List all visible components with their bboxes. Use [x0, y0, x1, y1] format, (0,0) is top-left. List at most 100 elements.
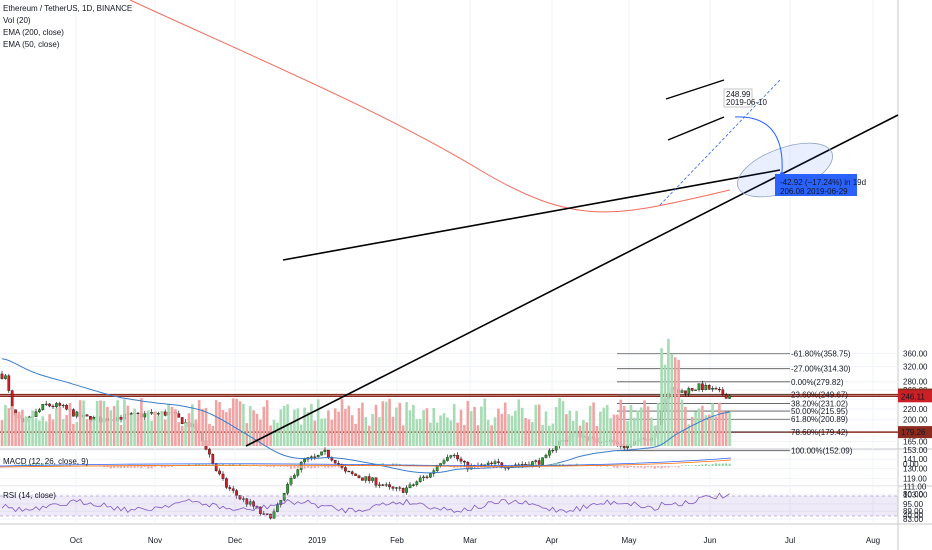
macd-histogram-bar [150, 466, 153, 469]
volume-bar [616, 414, 619, 446]
macd-histogram-bar [290, 466, 292, 469]
legend-ema200[interactable]: EMA (200, close) [3, 28, 64, 37]
candle-body [231, 488, 235, 491]
candle-body [262, 513, 266, 515]
volume-bar [320, 418, 323, 446]
candle-body [310, 456, 313, 458]
volume-bar [133, 408, 136, 446]
macd-histogram-bar [480, 466, 483, 469]
candle-body [687, 388, 691, 394]
macd-histogram-bar [269, 466, 272, 467]
volume-bar [429, 422, 432, 446]
volume-bar [585, 422, 589, 446]
volume-bar [718, 402, 721, 446]
macd-histogram-bar [497, 466, 500, 468]
candle-body [718, 389, 721, 391]
candle-body [384, 484, 388, 486]
volume-bar [78, 400, 82, 446]
candle-body [422, 476, 425, 479]
candle-body [344, 467, 347, 472]
volume-bar [357, 408, 361, 446]
legend-vol[interactable]: Vol (20) [3, 16, 31, 25]
macd-histogram-bar [327, 466, 330, 468]
volume-bar [361, 402, 364, 446]
price-tick-label: 95.00 [903, 500, 924, 509]
volume-bar [405, 402, 408, 446]
volume-bar [340, 398, 344, 446]
candle-body [136, 412, 140, 414]
projection-label-sub: 206.08 2019-06-29 [780, 187, 848, 196]
macd-histogram-bar [14, 464, 17, 466]
macd-histogram-bar [650, 466, 653, 468]
macd-histogram-bar [69, 464, 71, 466]
price-tick-label: 153.00 [903, 446, 928, 455]
macd-histogram-bar [694, 465, 697, 466]
volume-bar [497, 408, 500, 446]
volume-bar [102, 400, 106, 446]
volume-bar [384, 401, 388, 446]
volume-bar [582, 420, 585, 446]
volume-bar [660, 348, 663, 446]
volume-bar [537, 404, 541, 446]
macd-histogram-bar [470, 466, 473, 468]
time-tick-label: Apr [546, 536, 559, 545]
volume-bar [17, 411, 21, 446]
macd-histogram-bar [120, 466, 122, 468]
candle-body [0, 373, 4, 379]
candle-body [228, 487, 232, 489]
volume-bar [262, 406, 266, 446]
volume-bar [650, 417, 653, 446]
candle-body [707, 385, 711, 390]
macd-histogram-bar [103, 466, 105, 468]
volume-bar [354, 423, 357, 446]
volume-bar [180, 425, 184, 446]
volume-bar [554, 407, 558, 446]
volume-bar [466, 400, 470, 446]
volume-bar [316, 399, 320, 446]
candle-body [357, 475, 361, 478]
macd-histogram-bar [534, 464, 537, 466]
macd-histogram-bar [677, 466, 680, 468]
macd-histogram-bar [630, 466, 632, 467]
volume-bar [327, 410, 330, 446]
volume-bar [612, 414, 616, 446]
macd-histogram-bar [116, 466, 119, 468]
candle-body [119, 417, 123, 420]
volume-bar [568, 410, 572, 446]
candle-body [323, 449, 327, 452]
volume-bar [289, 423, 293, 446]
time-tick-label: Jul [785, 536, 795, 545]
legend-symbol[interactable]: Ethereum / TetherUS, 1D, BINANCE [3, 4, 133, 13]
price-badge [898, 390, 932, 403]
volume-bar [378, 417, 381, 446]
candle-body [721, 389, 725, 395]
candle-body [398, 487, 402, 489]
macd-histogram-bar [303, 466, 306, 469]
macd-histogram-bar [35, 463, 37, 466]
candle-body [65, 404, 68, 410]
candle-body [7, 375, 11, 391]
candle-body [265, 513, 269, 515]
volume-bar [459, 409, 463, 446]
price-tick-label: 280.00 [903, 378, 928, 387]
volume-bar [228, 408, 232, 446]
macd-label[interactable]: MACD (12, 26, close, 9) [3, 457, 89, 466]
macd-histogram-bar [113, 466, 116, 468]
rsi-label[interactable]: RSI (14, close) [3, 491, 56, 500]
volume-bar [106, 406, 109, 446]
candle-body [697, 383, 701, 390]
macd-histogram-bar [266, 466, 269, 467]
volume-bar [432, 407, 436, 446]
candle-body [684, 390, 687, 394]
volume-bar [48, 414, 51, 446]
price-tick-label: 130.00 [903, 464, 928, 473]
volume-bar [721, 410, 725, 446]
volume-bar [238, 401, 242, 446]
legend-ema50[interactable]: EMA (50, close) [3, 40, 60, 49]
time-tick-label: May [621, 536, 636, 545]
macd-histogram-bar [320, 466, 323, 467]
ema50-line [1, 358, 730, 474]
volume-bar [55, 408, 58, 446]
macd-histogram-bar [147, 466, 150, 469]
